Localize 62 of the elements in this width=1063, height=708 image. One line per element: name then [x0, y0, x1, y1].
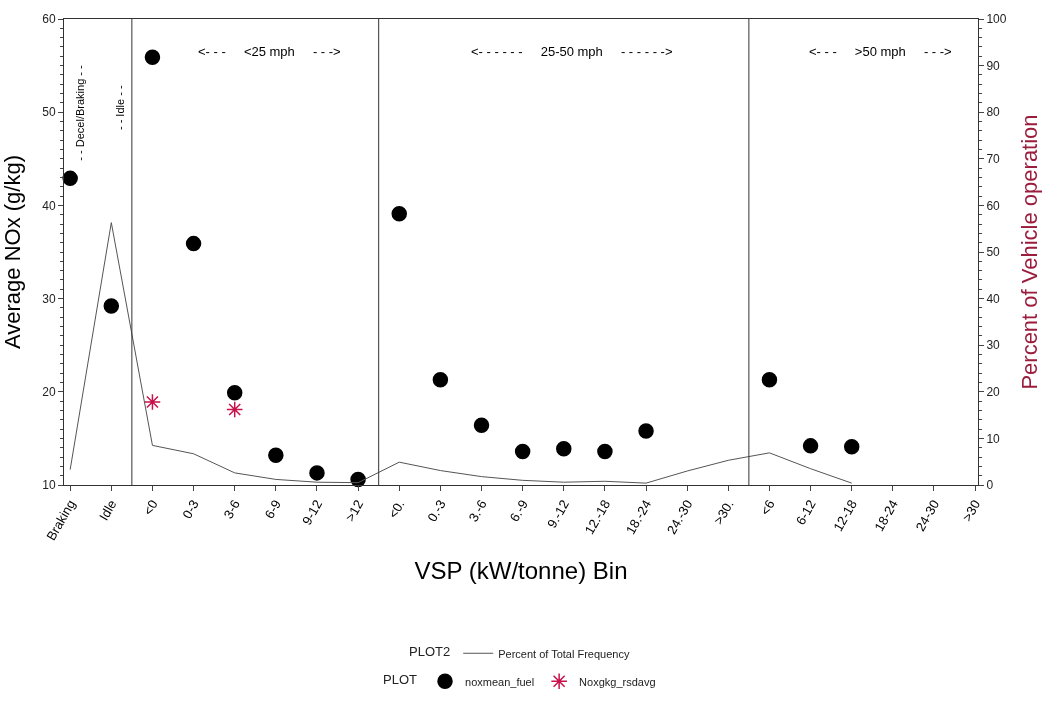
x-axis-title: VSP (kW/tonne) Bin — [414, 557, 628, 585]
x-tick-label: 3-6 — [220, 497, 243, 522]
x-tick-label: >30. — [710, 497, 737, 528]
x-tick-label: 0-3 — [179, 497, 202, 522]
annotation: <- - - >50 mph - - -> — [809, 44, 952, 59]
y2-tick-label: 20 — [986, 385, 1001, 399]
point — [514, 443, 531, 460]
point — [556, 440, 572, 457]
point — [638, 423, 654, 439]
x-tick-label: >12 — [342, 497, 367, 524]
point — [62, 170, 78, 187]
x-tick-label: 0.-3 — [424, 497, 449, 525]
text: PLOT — [383, 671, 417, 687]
point — [432, 371, 449, 388]
x-tick-label: <0 — [140, 497, 161, 518]
point — [391, 206, 407, 222]
point — [843, 439, 860, 455]
y2-tick-label: 10 — [986, 431, 1001, 446]
y-tick-label: 10 — [42, 478, 56, 493]
y2-tick-label: 60 — [986, 198, 1001, 213]
y2-tick-label: 80 — [986, 105, 1001, 120]
y2-tick-label: 70 — [986, 152, 1001, 166]
y-axis-title: Average NOx (g/kg) — [0, 154, 26, 350]
x-tick-label: <6 — [757, 497, 778, 518]
y-tick-label: 50 — [42, 105, 56, 120]
point — [802, 438, 819, 454]
annotation: - - Decel/Braking - - — [74, 64, 87, 161]
y-tick-label: 60 — [42, 12, 56, 27]
point — [226, 400, 244, 419]
y-tick-label: 20 — [42, 385, 56, 399]
text: <- - - <25 mph - - -> — [198, 44, 341, 59]
point — [309, 465, 325, 481]
legend-label: noxmean_fuel — [465, 675, 535, 688]
point — [185, 235, 202, 252]
y2-tick-label: 0 — [986, 478, 994, 493]
point — [761, 371, 778, 388]
y-tick-label: 40 — [42, 198, 56, 213]
y2-tick-label: 90 — [986, 58, 1001, 73]
y2-tick-label: 100 — [986, 12, 1007, 27]
y2-tick-label: 30 — [986, 338, 1001, 353]
legend-label: Percent of Total Frequency — [498, 647, 630, 660]
y-tick-label: 30 — [42, 291, 56, 306]
x-tick-label: 6.-9 — [506, 497, 531, 525]
annotation: - - Idle - - — [113, 85, 126, 131]
x-tick-label: Idle — [96, 497, 120, 524]
x-tick-label: >30 — [959, 497, 984, 524]
point — [144, 49, 161, 65]
point — [268, 447, 284, 463]
y2-tick-label: 50 — [986, 245, 1001, 260]
point — [226, 384, 243, 401]
point — [473, 417, 490, 434]
x-tick-label: 6-9 — [261, 497, 285, 522]
point — [103, 298, 120, 314]
x-tick-label: <0. — [385, 497, 408, 521]
text: PLOT2 — [409, 643, 451, 659]
point — [143, 393, 161, 411]
annotation: <- - - - - - 25-50 mph - - - - - -> — [471, 44, 673, 59]
x-tick-label: 3.-6 — [465, 497, 490, 525]
point — [597, 443, 613, 460]
legend-label: Noxgkg_rsdavg — [579, 675, 656, 688]
y2-tick-label: 40 — [986, 291, 1001, 306]
y2-axis-title: Percent of Vehicle operation — [1016, 114, 1042, 390]
